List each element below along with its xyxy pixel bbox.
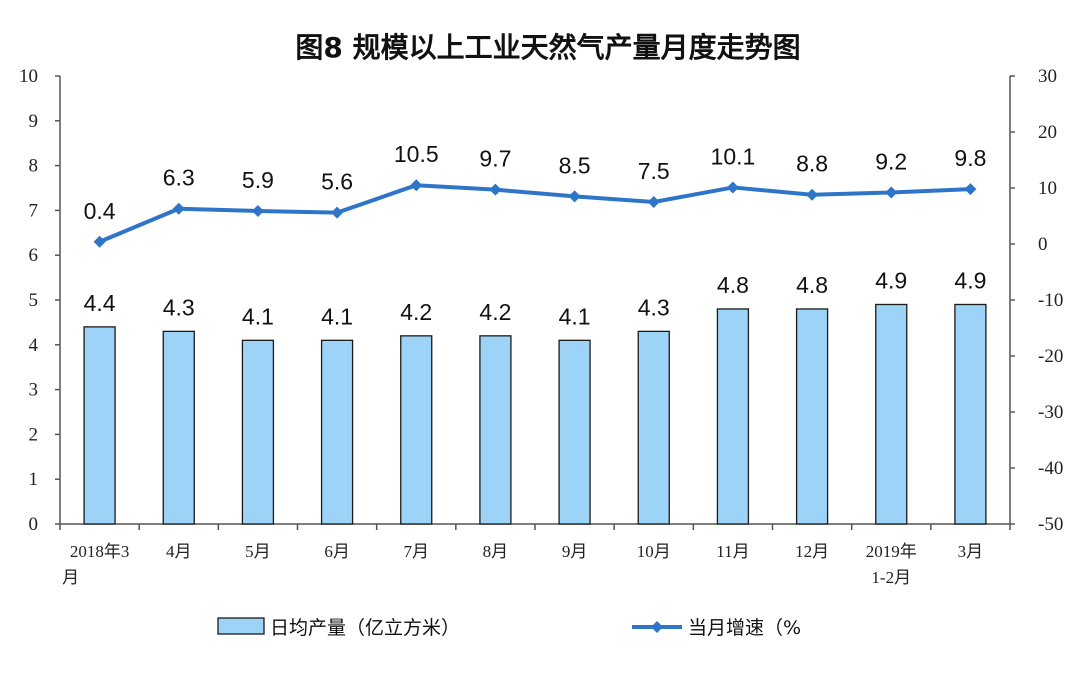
chart-title: 图8 规模以上工业天然气产量月度走势图 — [295, 31, 800, 64]
bar — [795, 308, 829, 525]
left-tick-label: 8 — [29, 156, 39, 177]
left-tick-label: 10 — [19, 66, 38, 87]
line-value-label: 10.5 — [394, 141, 439, 167]
line-value-label: 7.5 — [638, 158, 670, 184]
legend-bar-label: 日均产量（亿立方米） — [270, 617, 460, 639]
line-point — [489, 183, 502, 196]
bar-value-label: 4.9 — [875, 267, 907, 293]
x-tick-label: 2018年3 — [70, 542, 130, 561]
left-tick-label: 2 — [29, 424, 39, 445]
left-tick-label: 9 — [29, 111, 39, 132]
line-value-label: 9.7 — [479, 146, 511, 172]
bar — [558, 339, 591, 525]
right-tick-label: 0 — [1038, 234, 1048, 255]
legend: 日均产量（亿立方米） 当月增速（% — [217, 617, 801, 639]
line-value-label: 8.8 — [796, 151, 828, 177]
line-value-label: 10.1 — [711, 143, 756, 169]
bar-value-label: 4.8 — [796, 272, 828, 298]
line-point — [964, 183, 977, 196]
bar — [320, 339, 354, 525]
line-value-label: 9.8 — [954, 145, 986, 171]
line-point — [172, 202, 185, 215]
x-tick-label: 12月 — [795, 542, 829, 561]
bar — [637, 330, 670, 525]
line-point — [331, 206, 344, 219]
x-tick-label: 1-2月 — [871, 568, 911, 587]
line-value-label: 8.5 — [559, 152, 591, 178]
line-value-label: 9.2 — [875, 148, 907, 174]
legend-line-label: 当月增速（% — [688, 617, 801, 639]
bar-value-label: 4.8 — [717, 272, 749, 298]
bar — [716, 308, 750, 525]
right-tick-label: -50 — [1038, 514, 1063, 535]
x-tick-label: 7月 — [404, 542, 430, 561]
bar-value-label: 4.2 — [479, 299, 511, 325]
left-tick-label: 0 — [29, 514, 39, 535]
bar — [479, 335, 512, 525]
line-point — [885, 186, 898, 199]
legend-line-marker — [651, 621, 663, 633]
bar-value-label: 4.2 — [400, 299, 432, 325]
left-tick-label: 3 — [29, 380, 39, 401]
line-point — [93, 235, 106, 248]
right-tick-label: -40 — [1038, 458, 1063, 479]
x-tick-label: 9月 — [562, 542, 588, 561]
left-tick-label: 6 — [29, 245, 39, 266]
x-tick-label: 11月 — [716, 542, 749, 561]
left-tick-label: 1 — [29, 469, 39, 490]
bar — [875, 303, 908, 525]
bar-value-label: 4.1 — [242, 303, 274, 329]
line-point — [251, 204, 264, 217]
x-tick-label: 6月 — [324, 542, 350, 561]
line-value-label: 0.4 — [84, 198, 116, 224]
line-point — [806, 188, 819, 201]
x-tick-label: 月 — [62, 568, 79, 587]
line-point — [568, 190, 581, 203]
line-point — [726, 181, 739, 194]
line-point — [410, 179, 423, 192]
bar — [83, 326, 116, 525]
bar-value-label: 4.1 — [559, 303, 591, 329]
x-tick-label: 2019年 — [866, 542, 917, 561]
plot-area: 0 1 2 3 4 5 6 7 8 9 10 -50 -40 -30 -20 -10 0 10 20 30 2018年3… — [19, 66, 1063, 587]
x-tick-label: 8月 — [483, 542, 509, 561]
line-value-label: 6.3 — [163, 165, 195, 191]
line-value-label: 5.9 — [242, 167, 274, 193]
bar — [241, 339, 275, 525]
bar-value-label: 4.1 — [321, 303, 353, 329]
right-tick-label: -20 — [1038, 346, 1063, 367]
left-tick-label: 5 — [29, 290, 39, 311]
bar-value-label: 4.3 — [163, 294, 195, 320]
bar — [400, 335, 433, 525]
legend-bar-swatch — [217, 617, 265, 635]
x-tick-label: 5月 — [245, 542, 271, 561]
bar — [162, 330, 195, 525]
x-tick-label: 10月 — [637, 542, 671, 561]
left-tick-label: 7 — [29, 200, 39, 221]
growth-line — [98, 183, 971, 244]
x-tick-label: 4月 — [166, 542, 192, 561]
line-value-label: 5.6 — [321, 169, 353, 195]
bar-value-label: 4.3 — [638, 294, 670, 320]
right-tick-label: -30 — [1038, 402, 1063, 423]
x-tick-label: 3月 — [958, 542, 984, 561]
right-tick-label: 20 — [1038, 122, 1057, 143]
right-tick-label: 10 — [1038, 178, 1057, 199]
bar-value-label: 4.4 — [84, 290, 116, 316]
right-tick-label: -10 — [1038, 290, 1063, 311]
bar-value-label: 4.9 — [954, 267, 986, 293]
left-tick-label: 4 — [29, 335, 39, 356]
right-tick-label: 30 — [1038, 66, 1057, 87]
line-point — [647, 196, 660, 208]
bar — [954, 303, 987, 525]
